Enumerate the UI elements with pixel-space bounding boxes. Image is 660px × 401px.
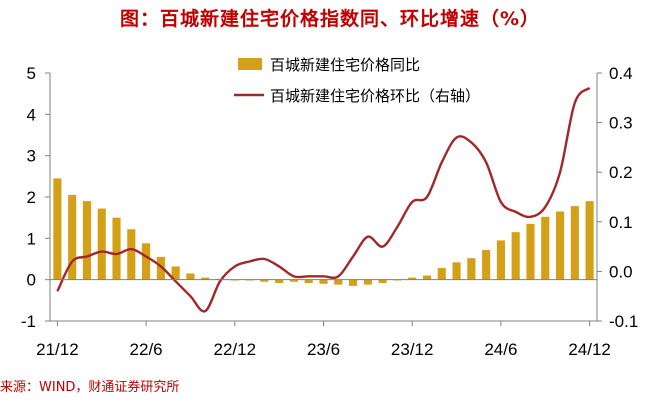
bar-22/5	[127, 229, 136, 280]
axes-group: -1 0 1 2 3 4 5 -0.1 0.0 0.1 0.2 0.3 0.4 21/12 22/6 22/1…	[21, 64, 638, 359]
y-left-tick-label: 4	[27, 105, 36, 124]
bar-23/9	[363, 279, 372, 285]
y-left-tick-label: 5	[27, 64, 36, 83]
legend-bar-label: 百城新建住宅价格同比	[270, 56, 420, 74]
bar-24/2	[437, 268, 446, 280]
y-left-tick-label: 3	[27, 147, 36, 166]
y-left-tick-label: -1	[21, 312, 36, 331]
bar-22/1	[68, 194, 77, 280]
bar-23/10	[378, 279, 387, 283]
x-tick-label: 24/6	[484, 340, 517, 359]
bar-23/7	[334, 279, 343, 285]
bar-24/1	[422, 275, 432, 280]
bar-21/12	[53, 178, 62, 280]
chart-title: 图：百城新建住宅价格指数同、环比增速（%）	[119, 8, 541, 30]
x-tick-label: 23/12	[391, 340, 434, 359]
bar-24/8	[526, 223, 535, 280]
bar-23/3	[275, 279, 284, 283]
bar-23/6	[319, 279, 328, 284]
y-left-tick-label: 2	[27, 188, 36, 207]
bar-22/7	[156, 256, 165, 280]
legend-bar-swatch	[238, 58, 262, 70]
x-tick-label: 22/6	[130, 340, 163, 359]
source-note: 来源：WIND，财通证券研究所	[0, 380, 180, 395]
bar-23/5	[304, 279, 313, 283]
bar-22/2	[82, 201, 92, 280]
y-left-tick-label: 1	[27, 229, 36, 248]
y-left-tick-label: 0	[27, 271, 36, 290]
y-right-tick-label: 0.0	[609, 262, 633, 281]
bar-24/3	[452, 262, 461, 280]
bar-24/5	[482, 249, 491, 280]
x-tick-label: 22/12	[214, 340, 257, 359]
bar-23/2	[260, 279, 269, 282]
bar-24/7	[511, 232, 520, 280]
bar-22/6	[142, 243, 151, 280]
bar-22/4	[112, 217, 121, 280]
y-right-tick-label: 0.2	[609, 163, 633, 182]
bar-24/11	[570, 206, 579, 280]
bar-22/10	[201, 277, 210, 280]
y-right-tick-label: 0.3	[609, 114, 633, 133]
bar-23/12	[408, 277, 417, 280]
y-right-tick-label: 0.4	[609, 64, 633, 83]
bar-23/8	[349, 279, 358, 286]
x-tick-label: 24/12	[568, 340, 611, 359]
bar-24/10	[555, 211, 565, 280]
bar-22/3	[97, 208, 106, 280]
bar-24/4	[467, 258, 476, 280]
bar-22/8	[171, 266, 180, 280]
y-right-tick-label: 0.1	[609, 213, 633, 232]
legend: 百城新建住宅价格同比 百城新建住宅价格环比（右轴）	[234, 56, 480, 105]
bar-24/9	[541, 216, 550, 280]
legend-line-label: 百城新建住宅价格环比（右轴）	[270, 87, 480, 105]
x-tick-label: 23/6	[307, 340, 340, 359]
bar-23/4	[289, 279, 298, 282]
line-series-mom	[56, 86, 591, 313]
bar-24/12	[585, 201, 594, 280]
bar-22/9	[186, 273, 195, 280]
bars-group	[53, 178, 594, 286]
y-right-tick-label: -0.1	[609, 312, 638, 331]
x-tick-label: 21/12	[36, 340, 79, 359]
bar-24/6	[496, 240, 505, 280]
line-group	[56, 86, 591, 313]
